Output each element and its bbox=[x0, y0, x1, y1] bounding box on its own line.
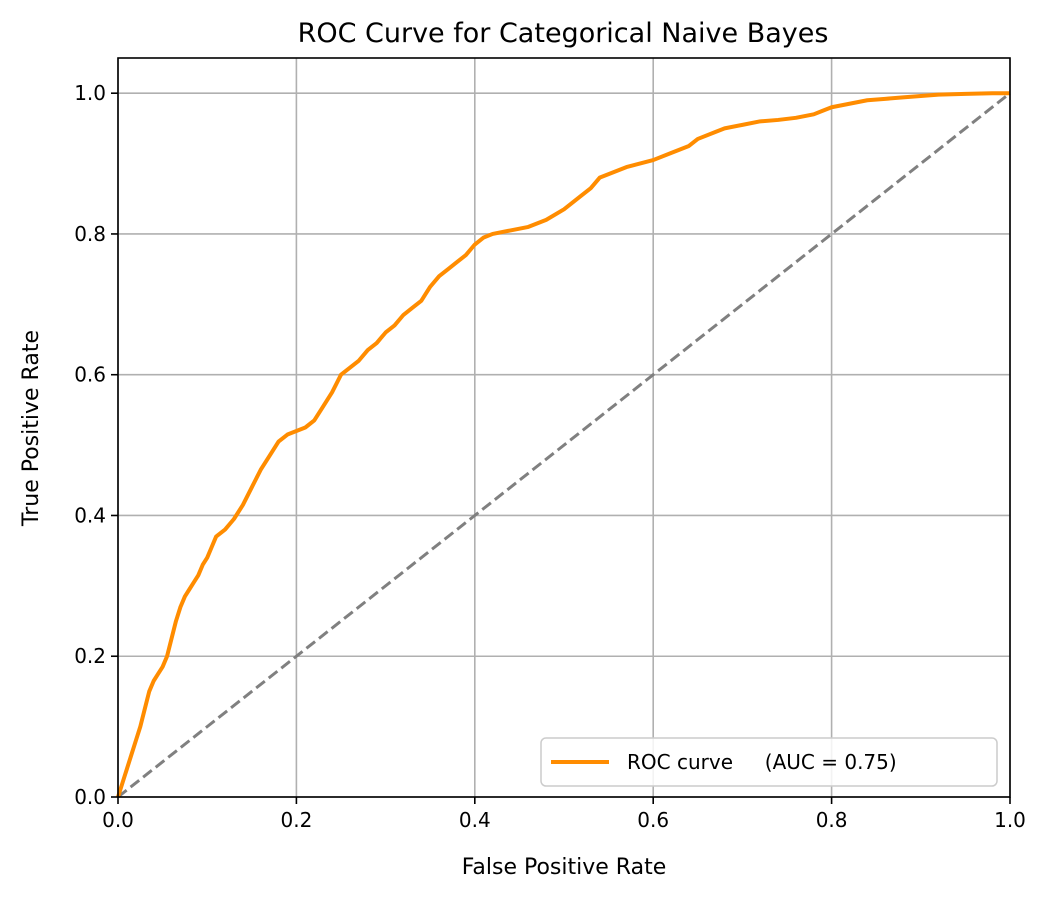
y-tick-label: 0.6 bbox=[74, 363, 106, 387]
plot-area-frame bbox=[117, 57, 1011, 798]
y-tick-label: 0.8 bbox=[74, 222, 106, 246]
legend-label-roc: ROC curve (AUC = 0.75) bbox=[627, 750, 897, 774]
grid bbox=[117, 58, 1011, 798]
x-tick-label: 0.2 bbox=[280, 808, 312, 832]
chance-diagonal-line bbox=[117, 92, 1011, 799]
axis-ticks: 0.0 0.2 0.4 0.6 0.8 1.0 0.0 0.2 0.4 0.6 0.8 1.0 bbox=[74, 81, 1026, 832]
y-tick-label: 0.0 bbox=[74, 785, 106, 809]
x-tick-label: 0.4 bbox=[459, 808, 491, 832]
legend-frame bbox=[540, 737, 998, 787]
x-tick-label: 1.0 bbox=[994, 808, 1026, 832]
y-tick-label: 0.4 bbox=[74, 503, 106, 527]
x-tick-label: 0.8 bbox=[816, 808, 848, 832]
legend: ROC curve (AUC = 0.75) bbox=[540, 737, 998, 787]
chart-title: ROC Curve for Categorical Naive Bayes bbox=[298, 18, 829, 49]
x-tick-label: 0.6 bbox=[637, 808, 669, 832]
plot-series bbox=[116, 91, 1011, 799]
y-axis-label: True Positive Rate bbox=[19, 330, 44, 527]
roc-curve-line bbox=[116, 91, 1010, 798]
x-tick-label: 0.0 bbox=[102, 808, 134, 832]
x-axis-label: False Positive Rate bbox=[462, 855, 666, 880]
y-tick-label: 0.2 bbox=[74, 644, 106, 668]
y-tick-label: 1.0 bbox=[74, 81, 106, 105]
